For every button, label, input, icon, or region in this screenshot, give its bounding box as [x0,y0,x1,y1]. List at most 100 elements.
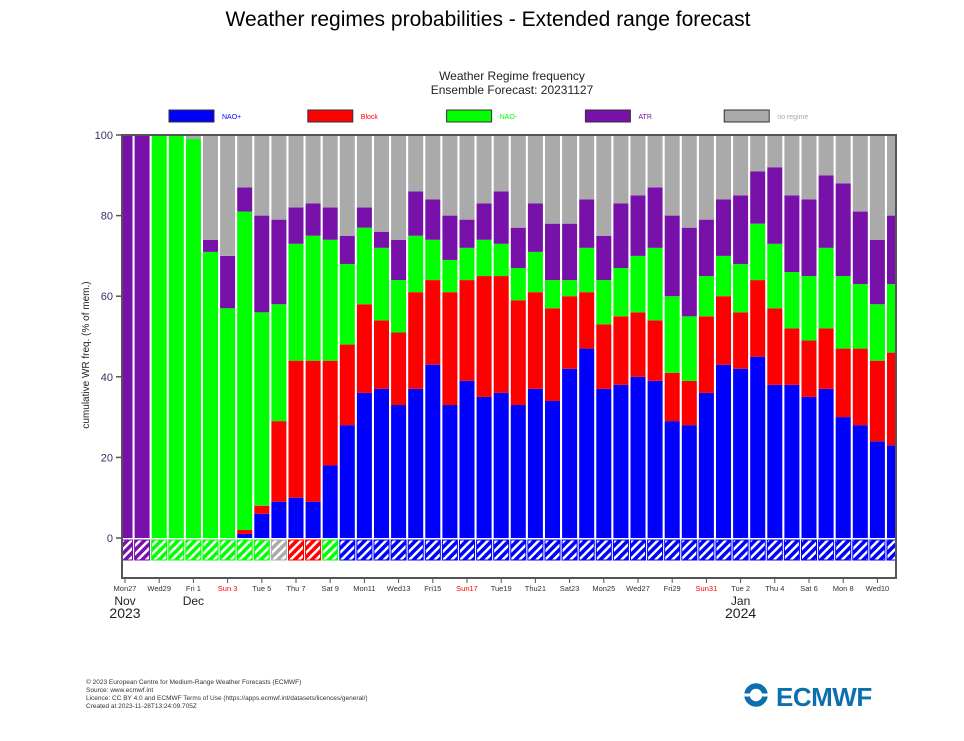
bar-no-regime-2024-01-01 [716,135,731,200]
bar-nao--2023-12-29 [664,421,680,538]
bar-nao--2023-12-22 [545,280,560,309]
bar-nao--2024-01-10 [869,304,885,361]
bar-stack-2023-12-10 [339,135,356,561]
bar-nao--2023-12-23 [562,368,578,538]
bar-no-regime-2023-12-11 [356,135,372,208]
bar-stack-2023-11-27 [122,135,133,561]
bar-atr-2023-12-23 [562,223,578,281]
bar-atr-2024-01-01 [716,199,731,256]
bar-no-regime-2023-12-14 [408,135,424,192]
legend-swatch [307,109,354,123]
ecmwf-logo-text: ECMWF [776,682,872,712]
dominant-regime-marker-2023-12-29 [664,539,681,561]
bar-stack-2023-12-30 [681,135,698,561]
bar-nao--2023-12-12 [374,247,389,321]
bar-atr-2023-12-14 [408,191,424,236]
legend-label: Block [361,114,379,121]
bar-nao--2024-01-05 [784,272,800,329]
dominant-regime-marker-2023-12-23 [561,539,578,561]
dominant-regime-marker-2023-12-08 [305,539,322,561]
bar-no-regime-2023-12-05 [254,135,270,216]
dominant-regime-marker-2023-11-29 [151,539,168,561]
bar-block-2023-12-25 [596,324,612,389]
dominant-regime-marker-2023-11-28 [134,539,151,561]
x-tick-label: Fri15 [424,584,441,593]
bar-no-regime-2023-12-08 [305,135,321,204]
dominant-regime-marker-2023-12-10 [339,539,356,561]
bar-atr-2024-01-09 [852,211,868,285]
bar-stack-2023-12-11 [356,135,373,561]
bar-stack-2024-01-07 [818,135,835,561]
dominant-regime-marker-2023-12-15 [424,539,441,561]
bar-stack-2023-11-30 [168,135,185,561]
bar-nao--2024-01-02 [733,263,749,313]
bar-stack-2023-12-18 [476,135,493,561]
bar-nao--2024-01-07 [818,388,834,538]
bar-atr-2024-01-06 [801,199,817,277]
bar-atr-2024-01-02 [733,195,749,264]
bar-block-2023-12-15 [425,280,441,365]
bar-nao--2023-12-17 [459,380,475,538]
bar-no-regime-2024-01-07 [818,135,834,176]
bar-nao--2023-12-25 [596,280,612,325]
bar-stack-2023-12-27 [630,135,646,561]
bar-nao--2023-12-20 [510,267,526,301]
bar-nao--2023-12-15 [425,364,441,538]
bar-nao--2024-01-10 [869,441,885,538]
bar-stack-2023-12-28 [647,135,664,561]
bar-no-regime-2023-12-09 [322,135,338,208]
bar-stack-2023-11-28 [134,135,151,561]
bar-atr-2024-01-05 [784,195,800,273]
footer-source: Source: www.ecmwf.int [86,687,153,694]
bar-nao--2023-12-13 [391,405,407,538]
x-tick-label: Mon25 [592,584,615,593]
bar-atr-2023-12-29 [664,215,680,297]
x-tick-label: Sun17 [456,584,478,593]
bar-no-regime-2023-12-04 [237,135,253,188]
bar-nao--2024-01-06 [801,276,817,341]
dominant-regime-marker-2023-12-27 [630,539,646,561]
bar-nao--2023-12-19 [493,392,509,538]
bar-stack-2024-01-01 [715,135,732,561]
bar-nao--2024-01-08 [835,417,851,538]
bar-stack-2023-12-09 [322,135,339,561]
bar-nao--2023-11-30 [168,135,184,538]
dominant-regime-marker-2023-12-07 [288,539,304,561]
legend-label: NAO- [500,114,518,121]
bar-nao--2023-12-03 [220,308,236,538]
x-tick-label: Wed29 [147,584,171,593]
bar-no-regime-2024-01-10 [869,135,885,240]
bar-stack-2023-12-13 [390,135,407,561]
legend-swatch [584,109,631,123]
bar-atr-2023-12-04 [237,187,253,212]
bar-atr-2023-12-30 [681,227,697,317]
bars [122,135,896,561]
bar-stack-2023-12-16 [441,135,458,561]
bar-nao--2023-12-24 [579,247,595,293]
bar-no-regime-2023-12-27 [630,135,646,196]
dominant-regime-marker-2023-12-25 [595,539,612,561]
bar-stack-2023-12-24 [578,135,595,561]
bar-block-2024-01-10 [869,360,885,442]
bar-block-2023-12-17 [459,280,475,381]
bar-no-regime-2023-12-30 [681,135,697,228]
bar-block-2023-12-07 [288,360,304,498]
bar-atr-2023-12-05 [254,215,270,313]
bar-nao--2023-12-16 [442,259,458,293]
dominant-regime-marker-2024-01-03 [749,539,766,561]
dominant-regime-marker-2023-12-12 [373,539,390,561]
bar-stack-2023-12-12 [373,135,390,561]
dominant-regime-marker-2024-01-04 [766,539,783,561]
bar-stack-2023-12-26 [612,135,629,561]
dominant-regime-marker-2023-12-31 [698,539,715,561]
year-label: 2024 [725,605,756,621]
x-tick-label: Wed10 [866,584,890,593]
legend-item-atr: ATR [584,109,652,123]
legend: NAO+ Block NAO- ATR no regime [168,109,808,123]
bar-atr-2023-12-13 [391,239,407,281]
bar-nao--2023-12-04 [237,533,253,538]
bar-no-regime-2024-01-11 [887,135,896,216]
bar-stack-2023-12-08 [305,135,322,561]
chart-title: Weather Regime frequency [439,69,585,83]
